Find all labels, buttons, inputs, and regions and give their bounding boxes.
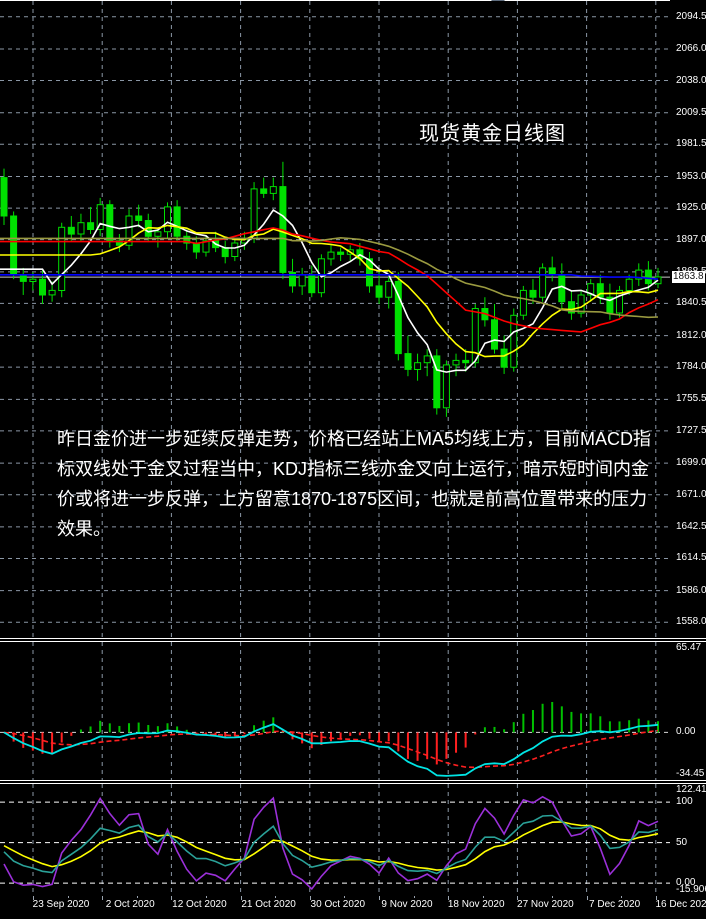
- x-axis-label: 7 Dec 2020: [589, 899, 641, 910]
- macd-axis-label: 65.47: [676, 642, 702, 653]
- x-axis-minor-tick: [136, 896, 138, 898]
- price-axis-label: 2066.0: [676, 43, 706, 54]
- x-axis-minor-tick: [621, 896, 623, 898]
- x-axis-minor-tick: [206, 896, 207, 898]
- price-axis-label: 1840.5: [676, 297, 706, 309]
- price-panel: [0, 1, 670, 638]
- kdj-axis: 122.415100 50 0.00-15.9062: [670, 784, 706, 896]
- price-axis-label: 1897.0: [676, 233, 706, 245]
- x-axis-tick: [33, 896, 34, 900]
- analysis-annotation: 昨日金价进一步延续反弹走势，价格已经站上MA5均线上方，目前MACD指标双线处于…: [57, 429, 652, 539]
- macd-axis: 65.47 0.00 -34.45: [670, 642, 706, 780]
- x-axis-label: 21 Oct 2020: [241, 899, 296, 910]
- price-axis-label: 1558.0: [676, 616, 706, 628]
- x-axis-minor-tick: [413, 896, 415, 898]
- price-axis-label: 1699.0: [676, 457, 706, 469]
- panel-separator-2: [0, 780, 706, 781]
- x-axis-label: 18 Nov 2020: [447, 899, 505, 910]
- panel-separator-2b: [0, 783, 706, 784]
- x-axis-tick: [171, 896, 173, 900]
- kdj-axis-label: 0.00: [676, 877, 696, 889]
- x-axis-tick: [102, 896, 104, 900]
- x-axis-label: 27 Nov 2020: [517, 899, 574, 910]
- price-axis-label: 1727.5: [676, 424, 706, 436]
- price-axis-label: 1784.0: [676, 361, 706, 373]
- x-axis-label: 12 Oct 2020: [172, 899, 227, 910]
- price-axis-label: 1953.0: [676, 170, 706, 182]
- price-axis-label: 1812.0: [676, 329, 706, 341]
- chart-title: 现货黄金日线图: [419, 123, 566, 145]
- x-axis-tick: [586, 896, 588, 900]
- price-axis-label: 1586.0: [676, 584, 706, 596]
- x-axis-tick: [448, 896, 450, 900]
- x-axis-label: 30 Oct 2020: [310, 899, 366, 910]
- x-axis-label: 16 Dec 2020: [655, 899, 706, 910]
- x-axis-minor-tick: [552, 896, 553, 898]
- price-axis-label: 1925.0: [676, 202, 706, 214]
- price-axis-label: 1755.5: [676, 393, 706, 405]
- kdj-axis-label: -15.9062: [676, 884, 706, 895]
- price-axis-label: 2038.0: [676, 74, 706, 86]
- price-axis-label: 1981.5: [676, 138, 706, 150]
- macd-axis-label: 0.00: [676, 726, 696, 738]
- price-chart-svg: [0, 1, 670, 638]
- chart-top-border: [0, 0, 670, 1]
- price-axis-label: 2009.5: [676, 106, 706, 118]
- price-axis-label: 2094.5: [676, 10, 706, 22]
- price-axis-label: 1642.5: [676, 520, 706, 532]
- price-axis: 2094.5 2066.0 2038.0 2009.5 1981.5 1953.0 1925…: [670, 1, 706, 638]
- x-axis-label: 2 Oct 2020: [105, 899, 155, 910]
- macd-chart-svg: [0, 642, 670, 780]
- macd-panel: [0, 642, 670, 780]
- x-axis-minor-tick: [344, 896, 346, 898]
- kdj-axis-label: 100: [676, 796, 693, 808]
- panel-separator-1: [0, 638, 706, 639]
- x-axis-label: 23 Sep 2020: [32, 899, 90, 910]
- kdj-panel: [0, 784, 670, 896]
- macd-axis-label: -34.45: [676, 768, 705, 779]
- x-axis: 23 Sep 2020 2 Oct 2020 12 Oct 2020 21 Oct 2…: [0, 896, 706, 919]
- x-axis-minor-tick: [275, 896, 277, 898]
- x-axis-tick: [240, 896, 242, 900]
- x-axis-minor-tick: [67, 896, 69, 898]
- x-axis-tick: [517, 896, 519, 900]
- panel-separator-1b: [0, 641, 706, 642]
- x-axis-minor-tick: [482, 896, 484, 898]
- current-price-tag: 1863.8: [672, 271, 705, 284]
- x-axis-label: 9 Nov 2020: [381, 899, 433, 910]
- kdj-axis-label: 50: [676, 836, 688, 848]
- price-axis-label: 1671.0: [676, 488, 706, 500]
- kdj-chart-svg: [0, 784, 670, 896]
- x-axis-tick: [379, 896, 380, 900]
- x-axis-tick: [309, 896, 311, 900]
- x-axis-tick: [655, 896, 657, 900]
- price-axis-label: 1614.5: [676, 552, 706, 564]
- kdj-axis-label: 122.415: [676, 784, 706, 795]
